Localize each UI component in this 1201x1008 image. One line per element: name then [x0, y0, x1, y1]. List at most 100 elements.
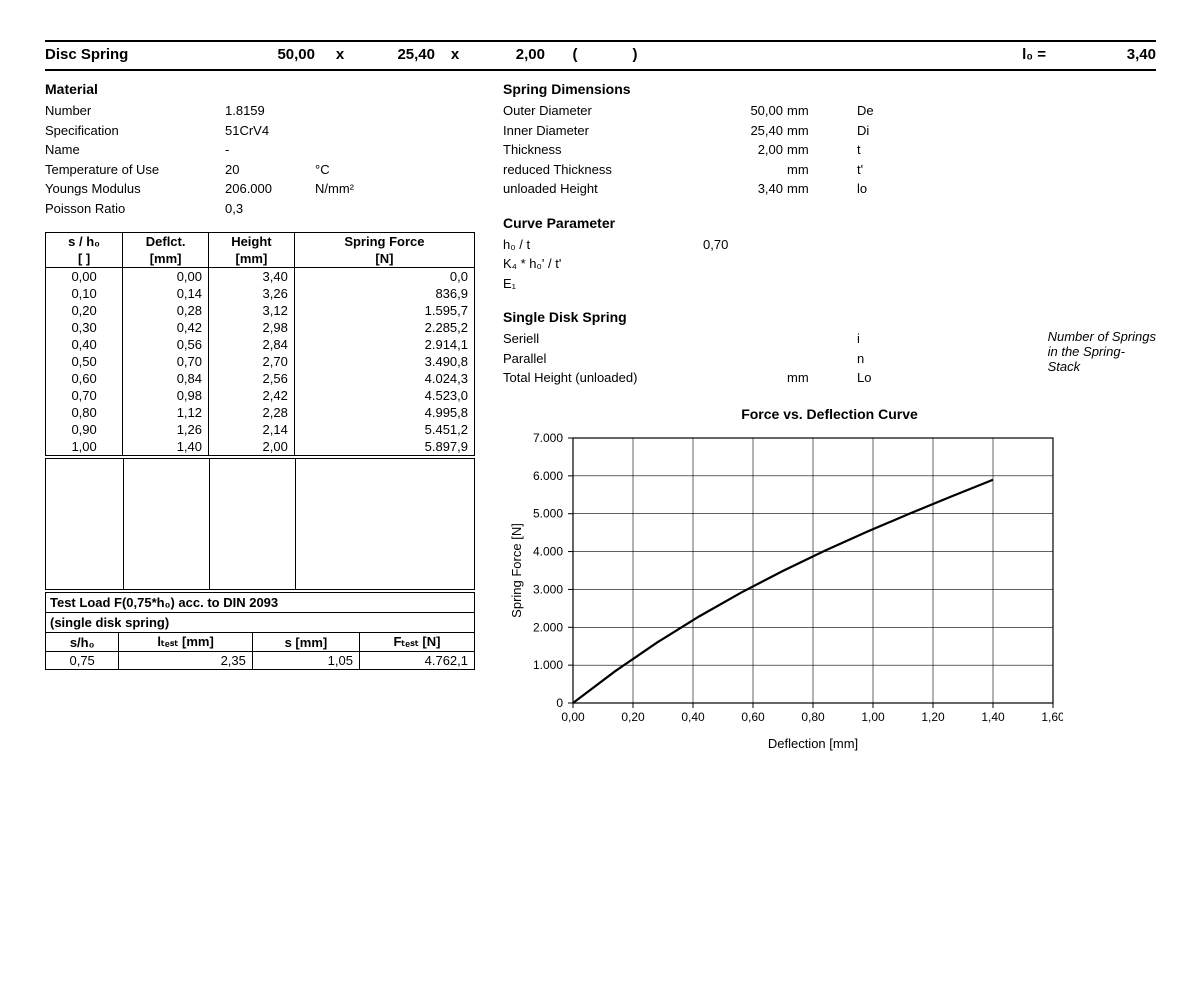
stack-row: Total Height (unloaded) mm Lo: [503, 368, 1024, 388]
test-subtitle: (single disk spring): [46, 613, 474, 632]
svg-text:0,60: 0,60: [741, 710, 765, 724]
svg-text:4.000: 4.000: [533, 544, 563, 558]
svg-text:1.000: 1.000: [533, 658, 563, 672]
table-header: Spring Force: [294, 233, 474, 251]
hdr-paren-close: ): [605, 46, 665, 63]
test-cell: 2,35: [119, 652, 253, 670]
table-row: 1,001,402,005.897,9: [46, 438, 475, 456]
empty-grid: [45, 458, 475, 590]
kv-symbol: t: [827, 140, 907, 160]
table-unit-header: [mm]: [123, 250, 209, 268]
table-row: 0,400,562,842.914,1: [46, 336, 475, 353]
curve-param-title: Curve Parameter: [503, 215, 1156, 231]
hdr-x1: x: [315, 46, 365, 63]
kv-label: unloaded Height: [503, 179, 703, 199]
kv-label: K₄ * h₀' / t': [503, 254, 703, 274]
svg-text:Deflection [mm]: Deflection [mm]: [768, 736, 858, 751]
table-cell: 0,84: [123, 370, 209, 387]
table-cell: 3.490,8: [294, 353, 474, 370]
table-cell: 0,60: [46, 370, 123, 387]
table-row: 0,700,982,424.523,0: [46, 387, 475, 404]
kv-value: 0,3: [225, 199, 315, 219]
table-cell: 1,12: [123, 404, 209, 421]
kv-symbol: De: [827, 101, 907, 121]
hdr-dim2: 25,40: [365, 46, 435, 63]
kv-symbol: Lo: [827, 368, 907, 388]
table-cell: 2,84: [209, 336, 295, 353]
test-header: s [mm]: [252, 633, 359, 652]
table-cell: 2,56: [209, 370, 295, 387]
table-cell: 0,30: [46, 319, 123, 336]
table-row: 0,500,702,703.490,8: [46, 353, 475, 370]
svg-text:0,40: 0,40: [681, 710, 705, 724]
table-header: Height: [209, 233, 295, 251]
table-cell: 1,00: [46, 438, 123, 456]
stack-row: Parallel n: [503, 349, 1024, 369]
kv-value: 50,00: [703, 101, 787, 121]
kv-symbol: t': [827, 160, 907, 180]
svg-text:1,40: 1,40: [981, 710, 1005, 724]
kv-label: Temperature of Use: [45, 160, 225, 180]
test-header: lₜₑₛₜ [mm]: [119, 633, 253, 652]
table-cell: 1,26: [123, 421, 209, 438]
table-cell: 0,70: [123, 353, 209, 370]
kv-label: Youngs Modulus: [45, 179, 225, 199]
table-cell: 1,40: [123, 438, 209, 456]
svg-text:2.000: 2.000: [533, 620, 563, 634]
table-cell: 2,42: [209, 387, 295, 404]
svg-text:0,80: 0,80: [801, 710, 825, 724]
material-row: Temperature of Use 20 °C: [45, 160, 475, 180]
stack-note: Number of Springsin the Spring-Stack: [1048, 329, 1156, 388]
hdr-l0-val: 3,40: [1046, 46, 1156, 63]
note-line: Stack: [1048, 359, 1156, 374]
table-cell: 0,10: [46, 285, 123, 302]
table-cell: 0,80: [46, 404, 123, 421]
material-row: Specification 51CrV4: [45, 121, 475, 141]
test-cell: 0,75: [46, 652, 119, 670]
table-cell: 5.451,2: [294, 421, 474, 438]
left-column: Material Number 1.8159 Specification 51C…: [45, 79, 475, 761]
kv-label: Poisson Ratio: [45, 199, 225, 219]
table-cell: 2,14: [209, 421, 295, 438]
material-row: Name -: [45, 140, 475, 160]
table-cell: 4.024,3: [294, 370, 474, 387]
table-row: 0,000,003,400,0: [46, 268, 475, 286]
svg-text:1,60: 1,60: [1041, 710, 1063, 724]
svg-text:0: 0: [556, 696, 563, 710]
kv-value: 2,00: [703, 140, 787, 160]
table-cell: 0,90: [46, 421, 123, 438]
kv-label: Specification: [45, 121, 225, 141]
kv-symbol: n: [827, 349, 907, 369]
table-row: 0,901,262,145.451,2: [46, 421, 475, 438]
dimensions-title: Spring Dimensions: [503, 81, 1156, 97]
kv-symbol: i: [827, 329, 907, 349]
table-cell: 2,00: [209, 438, 295, 456]
stack-row: Seriell i: [503, 329, 1024, 349]
kv-label: Total Height (unloaded): [503, 368, 703, 388]
test-header: s/h₀: [46, 633, 119, 652]
kv-label: h₀ / t: [503, 235, 703, 255]
table-row: 0,300,422,982.285,2: [46, 319, 475, 336]
kv-value: 206.000: [225, 179, 315, 199]
dimension-row: Inner Diameter 25,40 mm Di: [503, 121, 1156, 141]
curve-param-row: h₀ / t 0,70: [503, 235, 1156, 255]
table-cell: 0,00: [123, 268, 209, 286]
table-cell: 3,26: [209, 285, 295, 302]
table-cell: 0,40: [46, 336, 123, 353]
kv-value: 20: [225, 160, 315, 180]
material-title: Material: [45, 81, 475, 97]
hdr-dim1: 50,00: [245, 46, 315, 63]
table-cell: 2.914,1: [294, 336, 474, 353]
table-cell: 4.995,8: [294, 404, 474, 421]
svg-text:1,00: 1,00: [861, 710, 885, 724]
force-deflection-chart: 0,000,200,400,600,801,001,201,401,6001.0…: [503, 428, 1063, 758]
svg-text:7.000: 7.000: [533, 431, 563, 445]
kv-value: 3,40: [703, 179, 787, 199]
kv-value: 1.8159: [225, 101, 315, 121]
svg-text:0,20: 0,20: [621, 710, 645, 724]
table-unit-header: [N]: [294, 250, 474, 268]
table-cell: 0,50: [46, 353, 123, 370]
kv-unit: mm: [787, 368, 827, 388]
svg-text:Spring Force [N]: Spring Force [N]: [509, 523, 524, 618]
kv-unit: N/mm²: [315, 179, 375, 199]
